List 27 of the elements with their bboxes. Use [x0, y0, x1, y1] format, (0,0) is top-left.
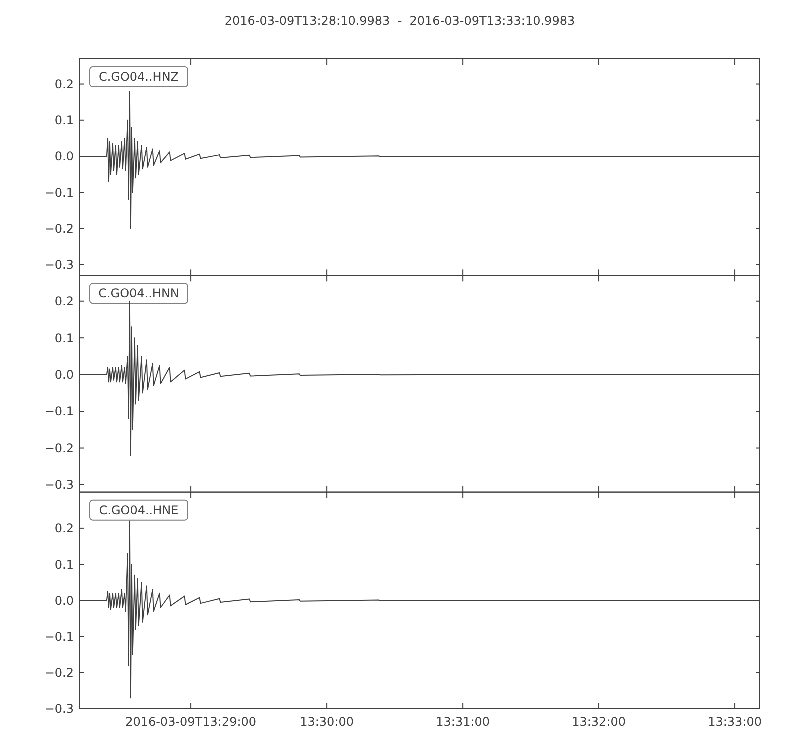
legend-label: C.GO04..HNN — [98, 286, 180, 301]
y-tick-label: 0.0 — [54, 368, 74, 382]
y-tick-label: 0.0 — [54, 594, 74, 608]
y-tick-label: −0.1 — [44, 404, 74, 419]
x-tick-label: 13:30:00 — [300, 715, 354, 729]
y-tick-label: 0.2 — [54, 294, 74, 309]
y-tick-label: 0.2 — [54, 77, 74, 92]
x-tick-label: 13:32:00 — [572, 715, 626, 729]
y-tick-label: 0.1 — [54, 331, 74, 346]
y-tick-label: −0.2 — [44, 666, 74, 680]
y-tick-label: −0.2 — [44, 441, 74, 456]
series-label: C.GO04..HNE — [99, 503, 179, 518]
y-tick-label: 0.2 — [54, 522, 74, 536]
x-tick-label: 13:31:00 — [436, 715, 490, 729]
series-label: C.GO04..HNZ — [98, 70, 180, 84]
y-tick-label: 0.1 — [54, 114, 74, 128]
chart-title: 2016-03-09T13:28:10.9983 - 2016-03-09T13:33:10.9983 — [224, 14, 576, 28]
y-tick-label: 0.0 — [54, 150, 74, 164]
y-tick-label: −0.3 — [44, 258, 74, 272]
y-tick-label: −0.3 — [44, 478, 74, 492]
x-tick-label: 13:33:00 — [708, 715, 762, 729]
y-tick-label: −0.2 — [44, 222, 74, 236]
y-tick-label: −0.3 — [44, 702, 74, 716]
x-tick-label: 2016-03-09T13:29:00 — [126, 715, 257, 729]
y-tick-label: 0.1 — [54, 558, 74, 572]
y-tick-label: −0.1 — [44, 186, 74, 200]
y-tick-label: −0.1 — [44, 630, 74, 644]
